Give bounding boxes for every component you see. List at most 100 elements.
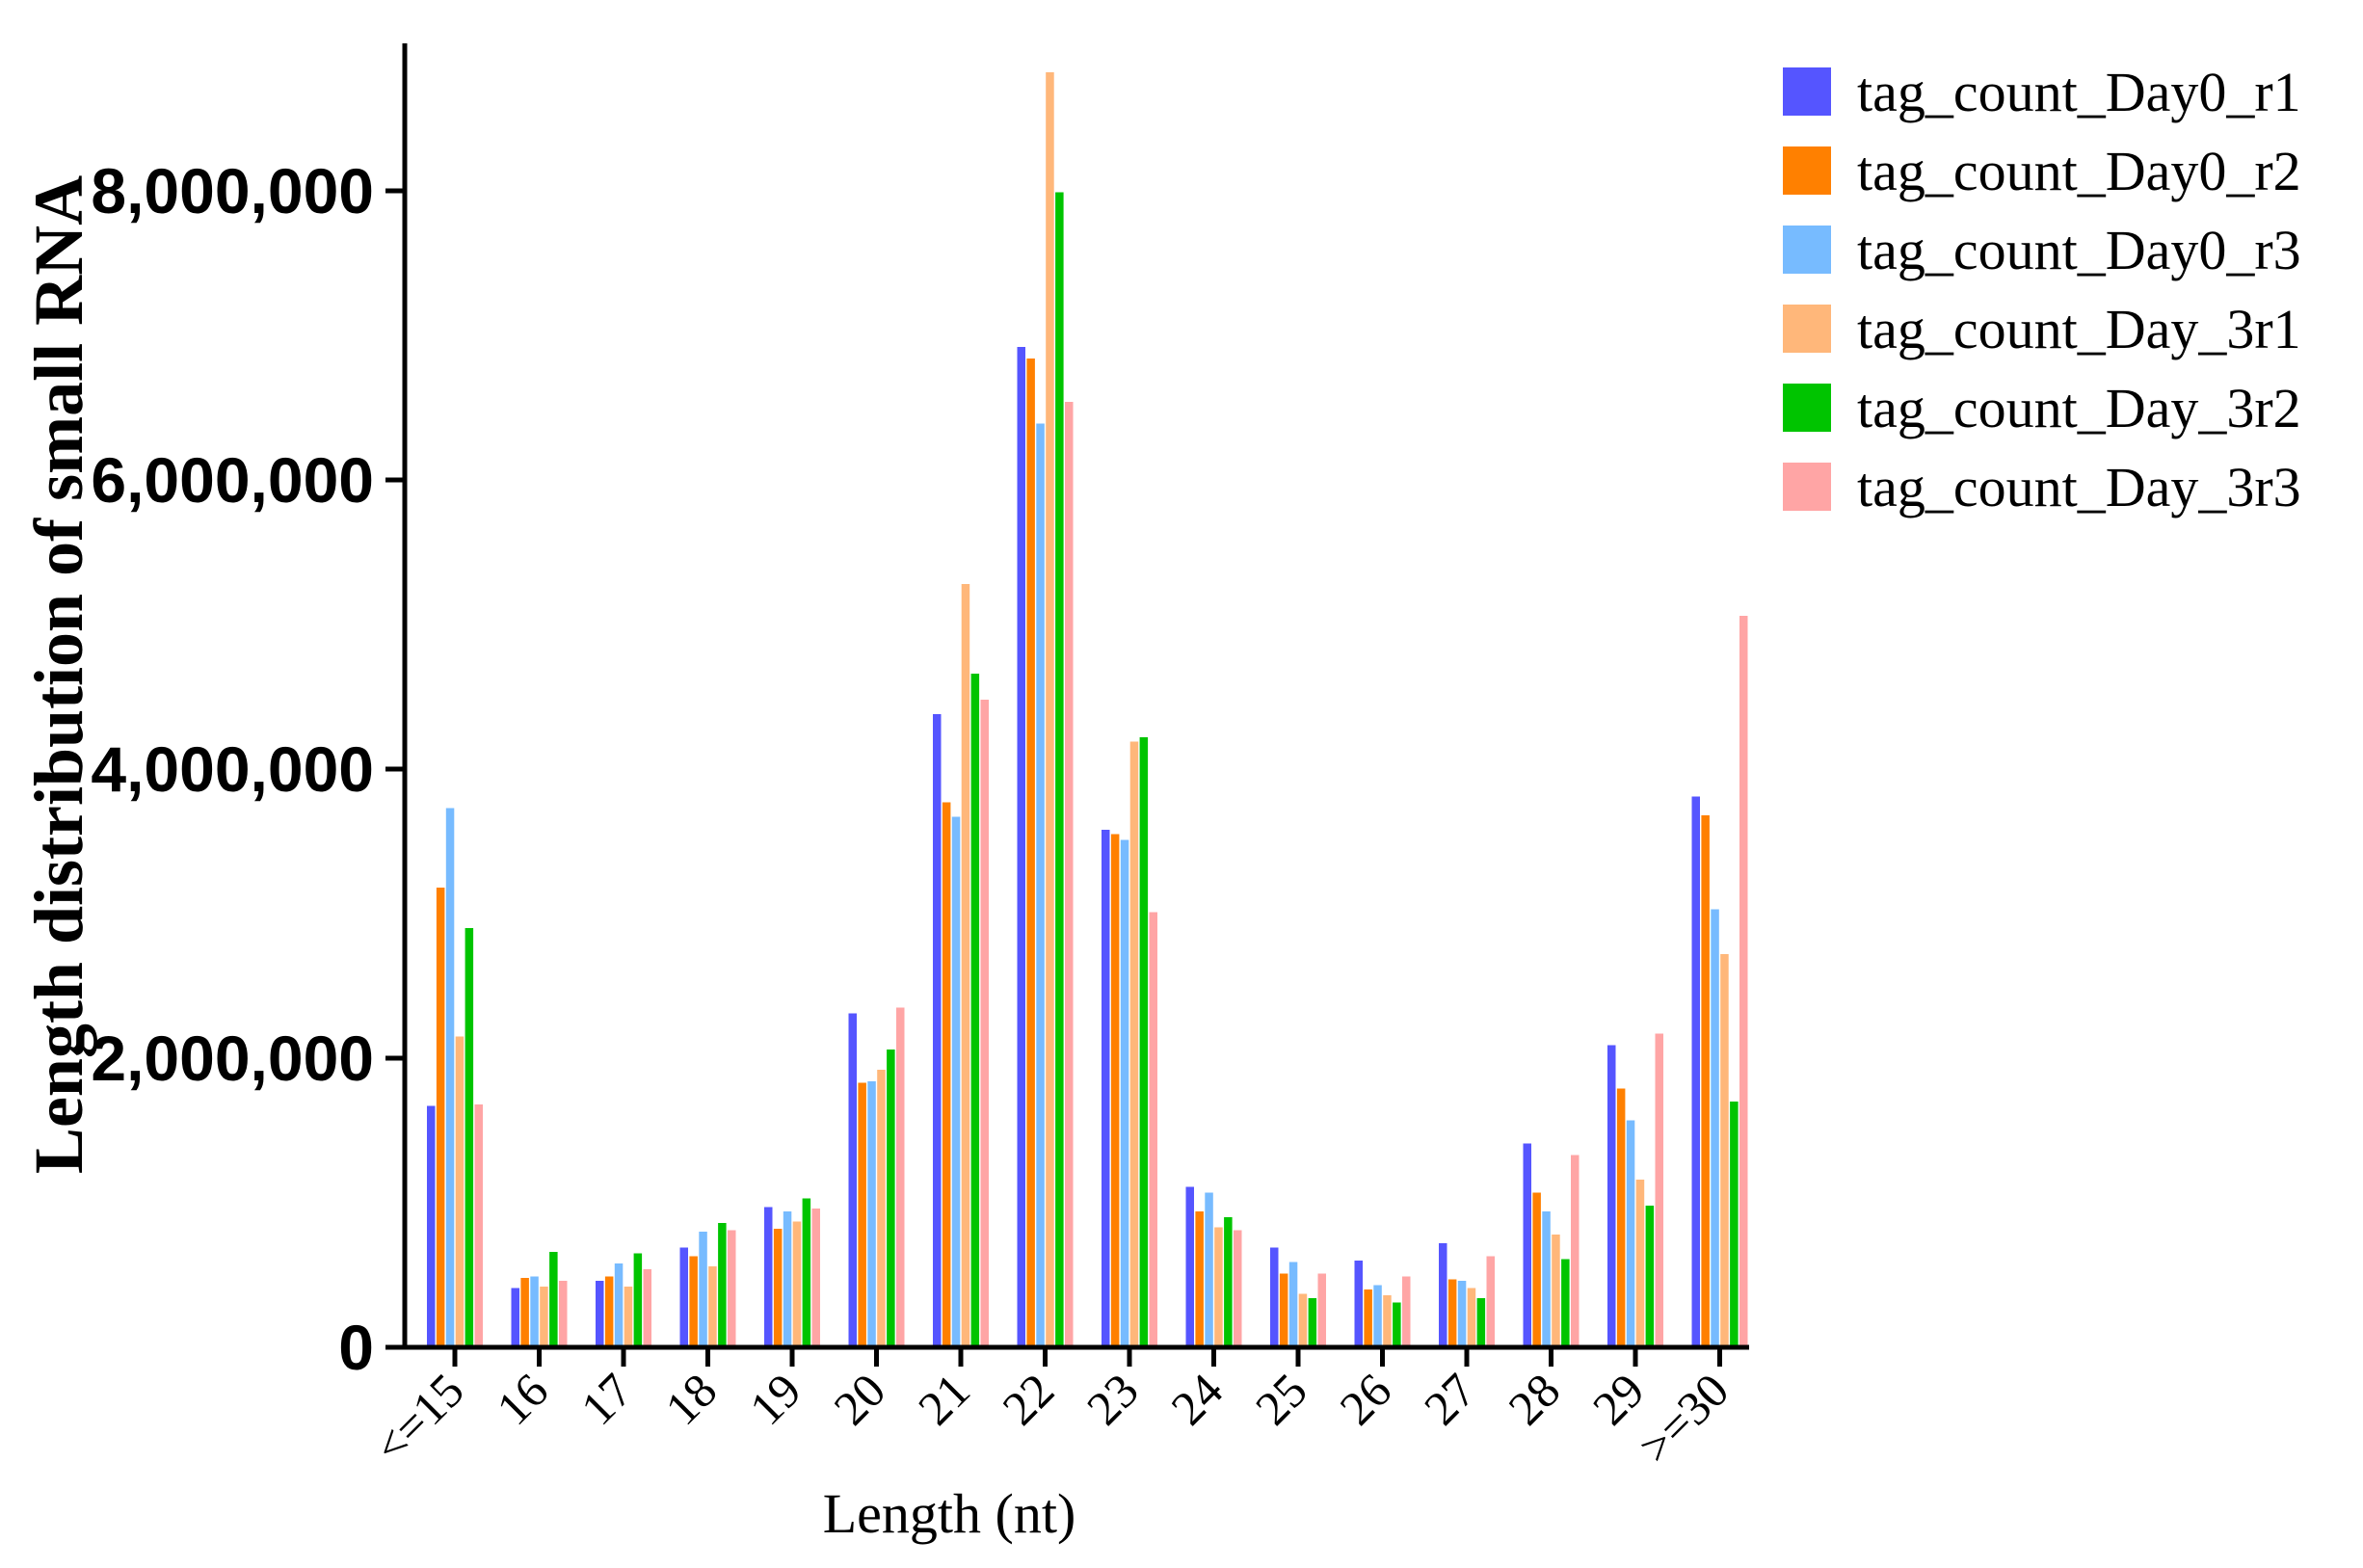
bar-tag_count_Day_3r1-25 — [1298, 1293, 1308, 1347]
bar-tag_count_Day_3r1-23 — [1129, 741, 1139, 1347]
x-tick-label: 20 — [823, 1363, 895, 1435]
bar-tag_count_Day0_r2-26 — [1364, 1289, 1372, 1347]
bar-tag_count_Day_3r2-20 — [887, 1050, 895, 1347]
y-ticks: 0 2,000,000 4,000,000 6,000,000 8,000,000 — [91, 155, 405, 1383]
bar-tag_count_Day_3r3-<=15 — [474, 1104, 483, 1347]
bar-tag_count_Day0_r2-25 — [1279, 1273, 1288, 1347]
bar-tag_count_Day0_r2-27 — [1447, 1279, 1457, 1347]
bar-tag_count_Day_3r1-26 — [1383, 1295, 1392, 1347]
bar-tag_count_Day0_r1-25 — [1270, 1247, 1279, 1347]
bar-tag_count_Day0_r3-22 — [1036, 423, 1045, 1347]
bar-tag_count_Day_3r2-26 — [1393, 1302, 1401, 1347]
bar-tag_count_Day0_r2->=30 — [1701, 815, 1710, 1347]
x-tick-label: 25 — [1245, 1363, 1317, 1435]
legend-label: tag_count_Day0_r2 — [1857, 140, 2301, 202]
bar-tag_count_Day0_r2-20 — [858, 1082, 866, 1347]
x-tick-label: 24 — [1160, 1363, 1233, 1435]
x-tick-label: 17 — [571, 1363, 643, 1435]
bar-tag_count_Day0_r3-23 — [1120, 839, 1129, 1347]
bar-tag_count_Day0_r3-26 — [1373, 1285, 1382, 1347]
bar-tag_count_Day_3r1-18 — [708, 1266, 717, 1347]
y-tick-label: 4,000,000 — [91, 733, 374, 805]
bar-tag_count_Day0_r3-20 — [867, 1081, 876, 1347]
bar-tag_count_Day_3r2-21 — [970, 674, 980, 1347]
bar-tag_count_Day0_r3-16 — [530, 1276, 539, 1347]
bar-tag_count_Day0_r3-27 — [1457, 1281, 1467, 1347]
bar-tag_count_Day_3r3->=30 — [1739, 616, 1748, 1347]
x-ticks: <=15 16 17 18 19 20 21 22 23 24 25 26 27 28 29>=30 — [363, 1347, 1739, 1474]
bar-tag_count_Day_3r3-23 — [1149, 912, 1157, 1347]
bar-tag_count_Day0_r1-16 — [511, 1288, 519, 1347]
bar-tag_count_Day0_r1-18 — [679, 1247, 688, 1347]
bar-tag_count_Day0_r3-21 — [951, 816, 961, 1347]
bar-tag_count_Day_3r3-20 — [896, 1007, 905, 1347]
x-tick-label: 22 — [992, 1363, 1064, 1435]
bar-tag_count_Day0_r2-23 — [1110, 834, 1120, 1347]
bar-tag_count_Day_3r2-24 — [1224, 1217, 1233, 1347]
bar-tag_count_Day0_r1-29 — [1607, 1045, 1616, 1347]
bar-tag_count_Day0_r1-20 — [848, 1013, 857, 1347]
bar-tag_count_Day0_r2-<=15 — [436, 888, 445, 1347]
bar-tag_count_Day0_r1-<=15 — [427, 1105, 436, 1347]
x-tick-label: 23 — [1076, 1363, 1149, 1435]
bar-tag_count_Day_3r2->=30 — [1730, 1102, 1739, 1347]
x-tick-label: 21 — [908, 1363, 980, 1435]
bar-tag_count_Day_3r3-22 — [1065, 402, 1074, 1347]
bar-tag_count_Day0_r3-24 — [1205, 1192, 1213, 1347]
bar-tag_count_Day0_r1->=30 — [1691, 796, 1700, 1347]
bar-tag_count_Day_3r3-21 — [980, 700, 989, 1347]
bar-tag_count_Day0_r2-21 — [942, 802, 951, 1347]
y-tick-label: 6,000,000 — [91, 444, 374, 516]
bar-tag_count_Day0_r3-28 — [1542, 1211, 1551, 1347]
x-axis-title: Length (nt) — [823, 1482, 1076, 1545]
bar-tag_count_Day_3r3-28 — [1571, 1155, 1580, 1347]
bar-tag_count_Day_3r1-16 — [540, 1287, 548, 1347]
bar-tag_count_Day0_r1-22 — [1017, 347, 1025, 1347]
bar-tag_count_Day_3r3-27 — [1486, 1256, 1495, 1347]
bar-tag_count_Day_3r2-29 — [1645, 1206, 1655, 1347]
bar-tag_count_Day0_r1-27 — [1439, 1243, 1447, 1347]
bar-tag_count_Day_3r2-22 — [1055, 192, 1064, 1347]
x-tick-label: 27 — [1414, 1363, 1486, 1435]
bar-tag_count_Day0_r3-29 — [1626, 1120, 1635, 1347]
bar-tag_count_Day_3r2-25 — [1308, 1298, 1317, 1347]
legend-swatch — [1783, 384, 1831, 432]
bar-tag_count_Day_3r2-28 — [1561, 1259, 1570, 1347]
legend-swatch — [1783, 67, 1831, 116]
bar-tag_count_Day0_r3-<=15 — [445, 808, 455, 1347]
bar-tag_count_Day0_r2-22 — [1026, 359, 1035, 1347]
x-tick-label: >=30 — [1628, 1363, 1739, 1474]
bar-tag_count_Day_3r1-22 — [1046, 72, 1054, 1347]
x-tick-label: 28 — [1498, 1363, 1570, 1435]
y-axis-title: Length distribution of small RNA — [20, 175, 97, 1174]
bar-tag_count_Day0_r2-16 — [520, 1278, 529, 1347]
x-tick-label: 16 — [486, 1363, 558, 1435]
legend-swatch — [1783, 305, 1831, 353]
x-tick-label: <=15 — [363, 1363, 474, 1474]
bar-tag_count_Day_3r3-25 — [1317, 1273, 1326, 1347]
bar-tag_count_Day0_r2-29 — [1616, 1088, 1626, 1347]
bar-tag_count_Day_3r1-19 — [792, 1221, 802, 1347]
bar-tag_count_Day_3r1-20 — [877, 1070, 886, 1347]
bar-tag_count_Day_3r2-23 — [1139, 737, 1149, 1347]
bar-tag_count_Day0_r3->=30 — [1711, 909, 1719, 1347]
bar-tag_count_Day_3r1-24 — [1214, 1227, 1223, 1347]
bar-tag_count_Day_3r3-19 — [811, 1209, 820, 1347]
bar-tag_count_Day_3r3-24 — [1234, 1230, 1242, 1347]
bar-tag_count_Day0_r2-17 — [604, 1276, 614, 1347]
bar-tag_count_Day_3r2-27 — [1476, 1298, 1486, 1347]
bar-tag_count_Day0_r2-24 — [1195, 1211, 1204, 1347]
bar-tag_count_Day_3r2-19 — [802, 1198, 811, 1347]
bar-tag_count_Day0_r1-23 — [1102, 830, 1110, 1347]
bar-tag_count_Day_3r1->=30 — [1720, 954, 1729, 1347]
legend-label: tag_count_Day_3r3 — [1857, 456, 2301, 518]
x-tick-label: 26 — [1329, 1363, 1401, 1435]
legend-label: tag_count_Day0_r3 — [1857, 219, 2301, 281]
y-tick-label: 8,000,000 — [91, 155, 374, 226]
bar-tag_count_Day0_r2-28 — [1532, 1192, 1541, 1347]
bar-tag_count_Day_3r2-17 — [633, 1253, 643, 1347]
legend-swatch — [1783, 226, 1831, 274]
axes-layer — [402, 43, 1749, 1350]
